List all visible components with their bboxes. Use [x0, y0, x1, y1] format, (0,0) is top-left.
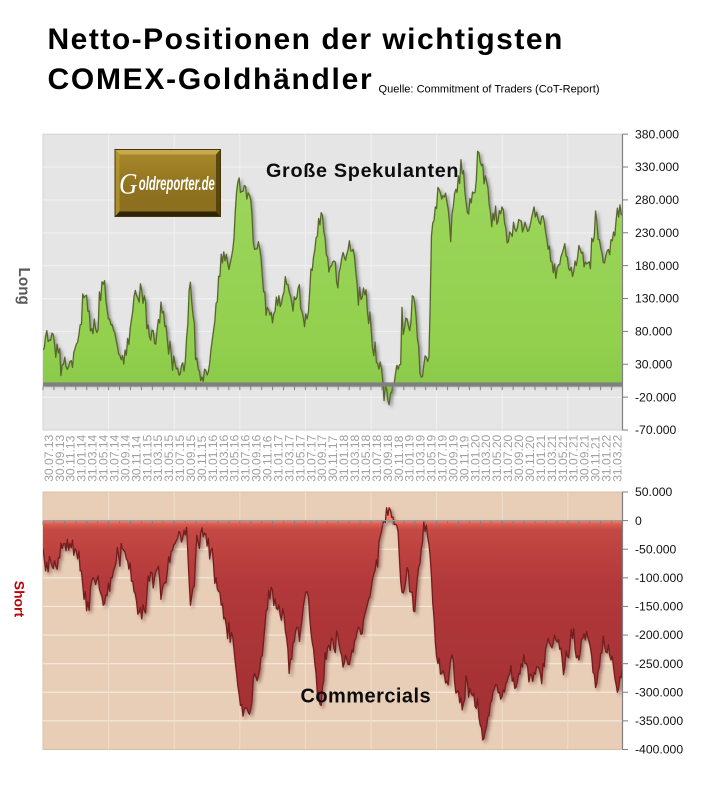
svg-text:-50.000: -50.000 — [635, 542, 677, 556]
svg-text:30.11.16: 30.11.16 — [261, 435, 275, 481]
svg-text:31.05.18: 31.05.18 — [359, 434, 373, 481]
svg-text:-70.000: -70.000 — [635, 423, 677, 437]
svg-text:30.09.21: 30.09.21 — [578, 434, 592, 481]
svg-text:31.05.14: 31.05.14 — [97, 434, 111, 481]
svg-text:30.09.19: 30.09.19 — [446, 434, 460, 481]
svg-text:31.01.16: 31.01.16 — [206, 434, 220, 481]
svg-text:80.000: 80.000 — [635, 325, 672, 339]
svg-text:31.03.19: 31.03.19 — [414, 434, 428, 481]
svg-text:Commercials: Commercials — [301, 686, 432, 708]
svg-text:31.05.19: 31.05.19 — [425, 434, 439, 481]
svg-text:30.11.21: 30.11.21 — [589, 435, 603, 481]
svg-text:31.03.22: 31.03.22 — [610, 434, 624, 481]
svg-text:380.000: 380.000 — [635, 127, 679, 141]
svg-text:31.03.17: 31.03.17 — [282, 434, 296, 481]
svg-text:Quelle: Commitment of Traders: Quelle: Commitment of Traders (CoT-Repor… — [379, 83, 600, 95]
svg-text:COMEX-Goldhändler: COMEX-Goldhändler — [48, 63, 374, 96]
svg-text:330.000: 330.000 — [635, 160, 679, 174]
svg-text:30.000: 30.000 — [635, 358, 672, 372]
svg-text:-400.000: -400.000 — [635, 743, 683, 757]
svg-text:31.01.20: 31.01.20 — [468, 434, 482, 481]
svg-text:31.07.17: 31.07.17 — [304, 434, 318, 481]
svg-text:30.11.18: 30.11.18 — [392, 435, 406, 481]
svg-text:31.05.15: 31.05.15 — [162, 434, 176, 481]
svg-text:31.03.21: 31.03.21 — [545, 434, 559, 481]
svg-text:31.07.14: 31.07.14 — [107, 434, 121, 481]
svg-text:30.11.14: 30.11.14 — [129, 435, 143, 481]
svg-text:-350.000: -350.000 — [635, 714, 683, 728]
svg-text:30.11.15: 30.11.15 — [195, 435, 209, 481]
svg-text:31.01.14: 31.01.14 — [75, 434, 89, 481]
svg-text:Long: Long — [15, 268, 32, 305]
svg-text:31.03.16: 31.03.16 — [217, 434, 231, 481]
svg-text:31.03.14: 31.03.14 — [86, 434, 100, 481]
svg-text:30.09.20: 30.09.20 — [512, 434, 526, 481]
svg-text:31.01.17: 31.01.17 — [271, 434, 285, 481]
svg-text:-20.000: -20.000 — [635, 390, 677, 404]
svg-text:50.000: 50.000 — [635, 485, 672, 499]
svg-text:280.000: 280.000 — [635, 193, 679, 207]
svg-text:-100.000: -100.000 — [635, 571, 683, 585]
svg-text:31.07.20: 31.07.20 — [501, 434, 515, 481]
svg-text:31.05.21: 31.05.21 — [556, 434, 570, 481]
svg-text:230.000: 230.000 — [635, 226, 679, 240]
svg-text:oldreporter.de: oldreporter.de — [139, 174, 215, 195]
svg-text:31.03.18: 31.03.18 — [348, 434, 362, 481]
svg-text:31.01.21: 31.01.21 — [534, 434, 548, 481]
svg-text:30.09.17: 30.09.17 — [315, 434, 329, 481]
svg-text:31.01.19: 31.01.19 — [403, 434, 417, 481]
svg-text:30.09.13: 30.09.13 — [53, 434, 67, 481]
svg-text:31.01.22: 31.01.22 — [600, 434, 614, 481]
svg-text:31.05.16: 31.05.16 — [228, 434, 242, 481]
svg-text:31.07.19: 31.07.19 — [435, 434, 449, 481]
svg-text:Short: Short — [12, 581, 28, 618]
svg-text:-300.000: -300.000 — [635, 686, 683, 700]
svg-text:30.09.18: 30.09.18 — [381, 434, 395, 481]
svg-text:130.000: 130.000 — [635, 292, 679, 306]
svg-text:31.01.15: 31.01.15 — [140, 434, 154, 481]
svg-text:31.07.15: 31.07.15 — [173, 434, 187, 481]
svg-text:30.11.20: 30.11.20 — [523, 435, 537, 481]
svg-text:31.03.15: 31.03.15 — [151, 434, 165, 481]
svg-text:31.07.16: 31.07.16 — [239, 434, 253, 481]
svg-text:30.11.19: 30.11.19 — [457, 435, 471, 481]
svg-text:-200.000: -200.000 — [635, 628, 683, 642]
svg-text:-250.000: -250.000 — [635, 657, 683, 671]
svg-text:31.01.18: 31.01.18 — [337, 434, 351, 481]
svg-text:31.05.17: 31.05.17 — [293, 434, 307, 481]
svg-text:30.07.13: 30.07.13 — [42, 434, 56, 481]
svg-text:30.11.13: 30.11.13 — [64, 435, 78, 481]
svg-text:30.11.17: 30.11.17 — [326, 435, 340, 481]
svg-text:30.09.15: 30.09.15 — [184, 434, 198, 481]
svg-text:Große Spekulanten: Große Spekulanten — [266, 160, 459, 182]
svg-text:31.03.20: 31.03.20 — [479, 434, 493, 481]
svg-text:0: 0 — [635, 514, 642, 528]
svg-text:Netto-Positionen der wichtigst: Netto-Positionen der wichtigsten — [48, 23, 564, 56]
svg-text:31.07.18: 31.07.18 — [370, 434, 384, 481]
svg-text:30.09.14: 30.09.14 — [118, 434, 132, 481]
svg-text:G: G — [119, 168, 137, 201]
svg-text:-150.000: -150.000 — [635, 600, 683, 614]
svg-text:31.05.20: 31.05.20 — [490, 434, 504, 481]
svg-text:31.07.21: 31.07.21 — [567, 434, 581, 481]
svg-text:30.09.16: 30.09.16 — [250, 434, 264, 481]
svg-text:180.000: 180.000 — [635, 259, 679, 273]
